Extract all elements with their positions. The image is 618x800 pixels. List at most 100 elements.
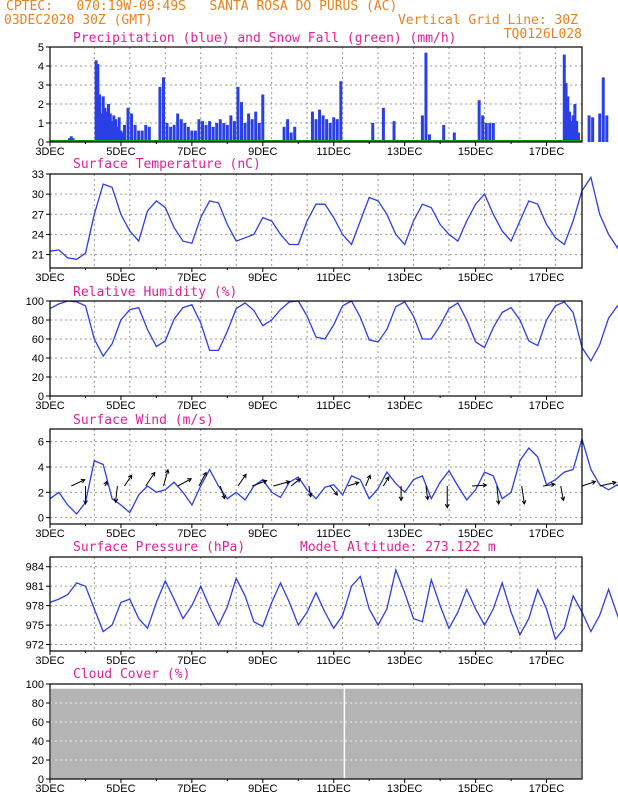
x-tick-label: 3DEC (35, 146, 64, 158)
y-tick-label: 0 (38, 137, 44, 149)
wind-vector (177, 478, 192, 487)
y-tick-label: 978 (26, 601, 44, 613)
panel-title: Precipitation (blue) and Snow Fall (gree… (73, 31, 457, 46)
precip-bar (477, 100, 481, 142)
series-line (49, 175, 618, 260)
x-tick-label: 9DEC (248, 783, 277, 795)
x-tick-label: 15DEC (458, 528, 494, 540)
precip-bar (261, 94, 265, 142)
series-line (49, 436, 618, 515)
x-tick-label: 15DEC (458, 146, 494, 158)
y-tick-label: 33 (32, 169, 44, 181)
wind-vector (560, 485, 564, 501)
precip-bar (314, 119, 318, 142)
cloud-area (51, 688, 581, 779)
y-tick-label: 24 (32, 229, 44, 241)
precip-bar (571, 115, 575, 142)
wind-vector-head (103, 480, 108, 486)
y-tick-label: 100 (26, 296, 44, 308)
precip-bar (335, 119, 339, 142)
panel-1 (46, 173, 618, 272)
wind-vector-head (560, 496, 566, 502)
wind-vector (496, 485, 500, 505)
precip-bar (240, 102, 244, 142)
y-tick-label: 6 (38, 437, 44, 449)
grid-note: Vertical Grid Line: 30Z (397, 13, 578, 28)
x-tick-label: 17DEC (529, 146, 565, 158)
precip-bar (392, 121, 396, 142)
panel-title: Surface Temperature (nC) (73, 157, 261, 172)
x-tick-label: 7DEC (177, 146, 206, 158)
precip-bar (208, 121, 212, 142)
precip-bar (564, 83, 568, 142)
wind-vector-head (424, 495, 430, 501)
x-tick-label: 13DEC (387, 400, 423, 412)
precip-bar (222, 123, 226, 142)
y-tick-label: 2 (38, 487, 44, 499)
precip-bar (328, 123, 332, 142)
precip-bar (204, 124, 208, 142)
precip-bar (442, 124, 446, 142)
x-tick-label: 9DEC (248, 655, 277, 667)
y-tick-label: 0 (38, 774, 44, 786)
y-tick-label: 3 (38, 80, 44, 92)
precip-bar (190, 130, 194, 142)
precip-bar (318, 109, 322, 142)
precip-bar (427, 134, 431, 142)
precip-bar (201, 121, 205, 142)
series-line (49, 567, 618, 641)
wind-vector-head (611, 480, 617, 486)
precip-bar (452, 132, 456, 142)
y-tick-label: 21 (32, 250, 44, 262)
precip-bar (573, 104, 577, 142)
precip-bar (569, 121, 573, 142)
x-tick-label: 9DEC (248, 400, 277, 412)
panel-frame (49, 173, 583, 269)
precip-bar (587, 115, 591, 142)
precip-bar (105, 111, 109, 142)
x-tick-label: 5DEC (106, 146, 135, 158)
precip-bar (169, 126, 173, 142)
precip-bar (69, 136, 73, 142)
precip-bar (107, 104, 111, 142)
precip-bar (108, 113, 112, 142)
y-tick-label: 60 (32, 717, 44, 729)
x-tick-label: 17DEC (529, 272, 565, 284)
wind-vector (115, 485, 118, 503)
x-tick-label: 13DEC (387, 146, 423, 158)
wind-vector-head (150, 471, 156, 477)
precip-bar (424, 52, 428, 143)
precip-bar (193, 130, 197, 142)
panel-frame (49, 556, 583, 652)
precip-bar (133, 124, 137, 142)
panel-4 (46, 556, 618, 655)
x-tick-label: 11DEC (316, 783, 351, 795)
x-tick-label: 11DEC (316, 655, 351, 667)
x-tick-label: 17DEC (529, 655, 565, 667)
panel-5 (46, 683, 583, 783)
precip-bar (310, 111, 314, 142)
precip-bar (110, 121, 114, 142)
y-tick-label: 5 (38, 42, 44, 54)
precip-bar (114, 119, 118, 142)
precip-bar (126, 107, 130, 142)
precip-bar (286, 119, 290, 142)
y-tick-label: 20 (32, 755, 44, 767)
x-tick-label: 13DEC (387, 783, 423, 795)
precip-bar (215, 123, 219, 142)
precip-bar (96, 64, 100, 142)
wind-vector-head (80, 478, 86, 484)
wind-vector-head (482, 482, 488, 488)
precip-bar (218, 119, 222, 142)
y-tick-label: 975 (26, 620, 44, 632)
x-tick-label: 15DEC (458, 272, 494, 284)
wind-vector (472, 484, 487, 487)
precip-bar (591, 117, 595, 142)
panel-title: Relative Humidity (%) (73, 285, 237, 300)
precip-bar (197, 119, 201, 142)
precip-bar (232, 121, 236, 142)
precip-bar (481, 115, 485, 142)
precip-bar (117, 117, 121, 142)
precip-bar (183, 123, 187, 142)
precip-bar (598, 113, 602, 142)
